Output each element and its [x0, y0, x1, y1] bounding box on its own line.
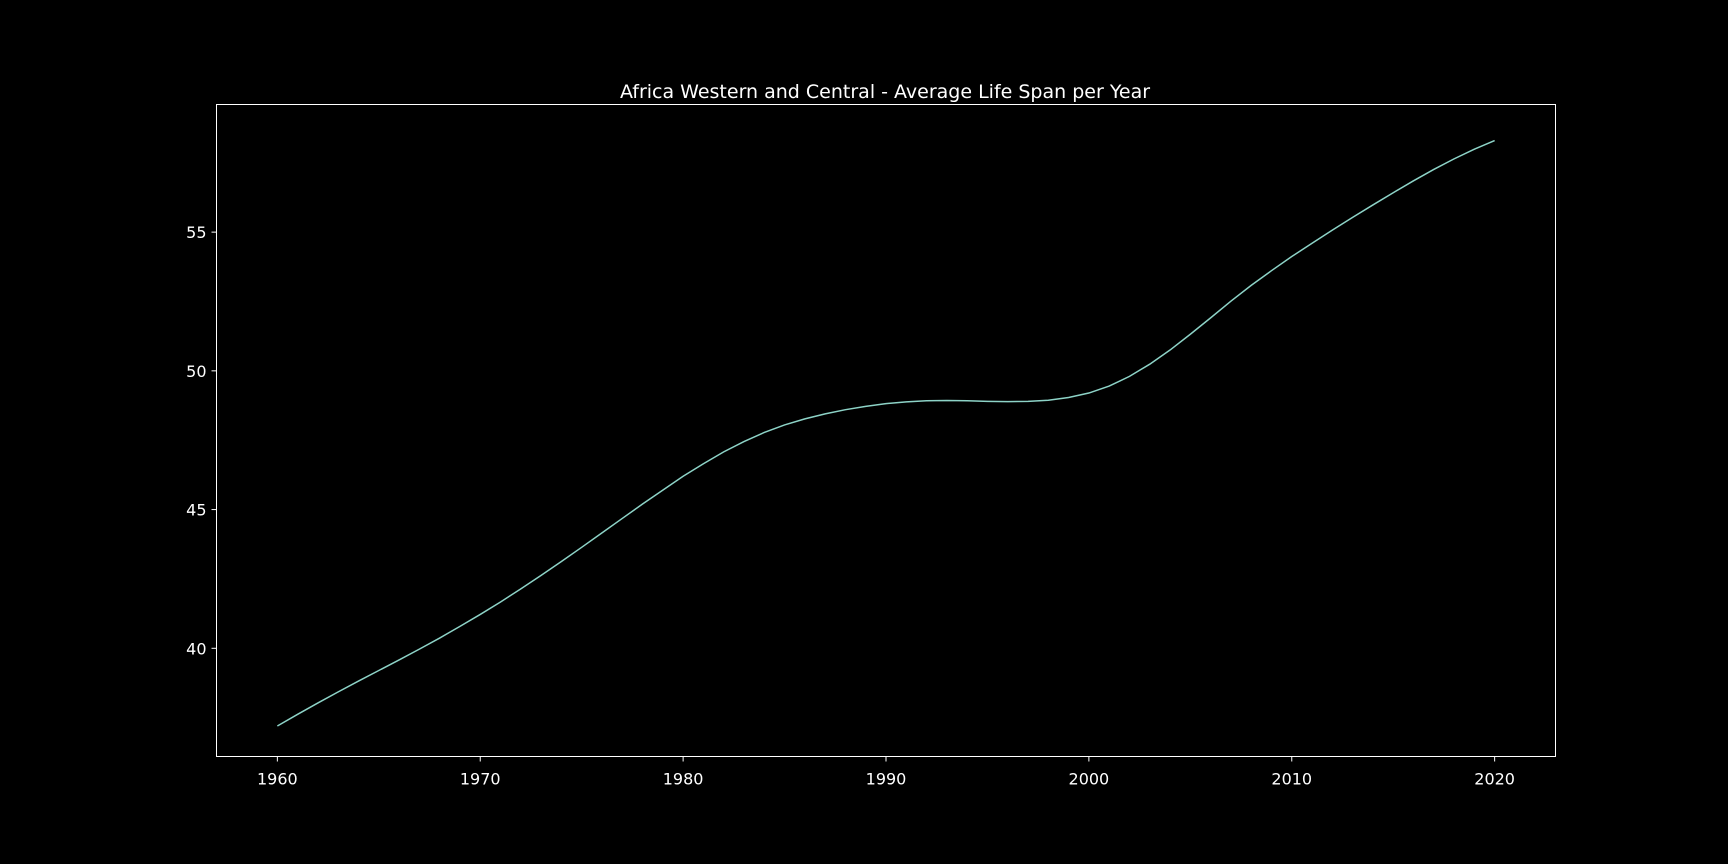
y-tick-label: 45	[186, 501, 206, 520]
x-tick-label: 2000	[1069, 770, 1110, 789]
x-tick-label: 2020	[1474, 770, 1515, 789]
x-tick-label: 1980	[663, 770, 704, 789]
x-tick-label: 2010	[1271, 770, 1312, 789]
x-tick-label: 1960	[257, 770, 298, 789]
y-tick-label: 50	[186, 362, 206, 381]
x-tick-label: 1970	[460, 770, 501, 789]
y-tick-label: 40	[186, 639, 206, 658]
y-tick-label: 55	[186, 223, 206, 242]
series-line	[276, 139, 1495, 727]
x-tick-label: 1990	[866, 770, 907, 789]
axis-ticks: 1960 1970 1980 1990 2000 2010 2020 40 45 50 55	[186, 223, 1515, 788]
plot-area-frame	[216, 104, 1556, 757]
chart-title: Africa Western and Central - Average Lif…	[620, 81, 1150, 103]
